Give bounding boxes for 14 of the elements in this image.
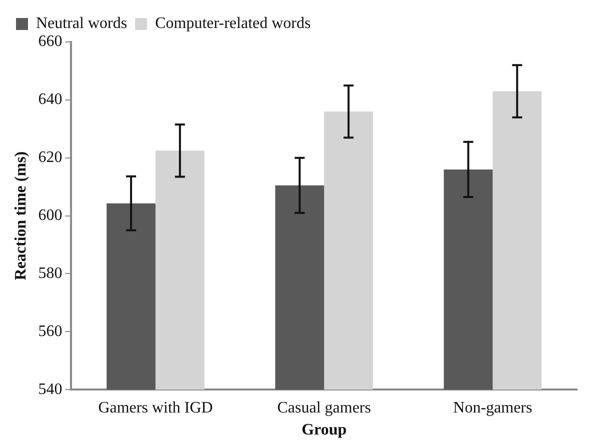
x-tick-label: Non-gamers xyxy=(453,399,532,416)
x-tick-label: Gamers with IGD xyxy=(98,399,213,416)
legend-label: Computer-related words xyxy=(155,15,311,32)
legend-label: Neutral words xyxy=(36,15,128,32)
y-tick-label: 640 xyxy=(38,91,62,108)
y-tick-label: 580 xyxy=(38,264,62,282)
y-tick-label: 660 xyxy=(38,33,62,50)
x-tick-label: Casual gamers xyxy=(277,399,371,416)
y-tick-label: 600 xyxy=(38,207,62,224)
y-tick-label: 560 xyxy=(38,322,62,340)
y-axis-title: Reaction time (ms) xyxy=(12,151,30,280)
y-tick-label: 620 xyxy=(38,149,62,166)
y-tick-label: 540 xyxy=(38,380,62,398)
x-axis-title: Group xyxy=(302,422,347,439)
